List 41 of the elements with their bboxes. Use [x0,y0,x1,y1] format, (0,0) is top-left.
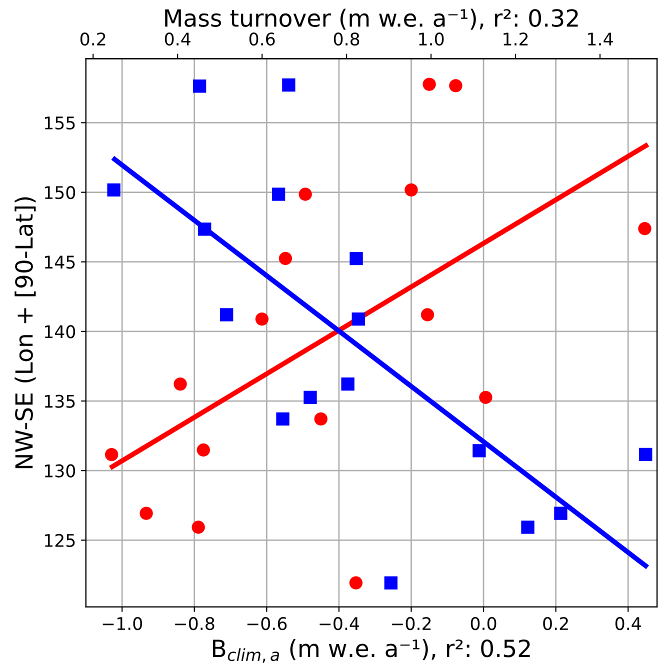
point [420,308,434,322]
x2-axis-title: Mass turnover (m w.e. a⁻¹), r²: 0.32 [165,8,578,30]
x-tick-label: −1.0 [102,617,142,630]
x-tick-label: −0.4 [320,617,360,630]
point [278,252,292,266]
x-tick-label: 0.2 [543,617,568,630]
point [140,506,153,520]
x2-tick-label: 0.6 [249,32,275,46]
point [196,443,210,457]
point [422,78,436,91]
x-tick-label: 0.4 [615,617,641,630]
point [255,312,269,326]
point [298,188,312,201]
y-tick-label: 150 [44,186,76,200]
y-tick-label: 125 [44,534,75,548]
x-tick-label: −0.2 [392,617,431,630]
point [449,79,462,92]
point [404,183,418,197]
x-axis-title: B$_{clim,a}$ (m w.e. a⁻¹), r²: 0.52 [213,639,530,663]
y-axis-title: NW-SE (Lon + [90-Lat]) [14,197,36,468]
point [174,377,187,391]
point [349,576,363,590]
x-tick-label: 0.0 [470,617,496,630]
point [105,448,118,462]
x-tick-label: −0.8 [175,617,214,630]
point [314,412,328,426]
x-tick-label: −0.6 [247,617,287,630]
point [638,222,652,236]
x2-tick-label: 1.4 [588,32,613,46]
y-tick-label: 130 [44,464,76,478]
x2-tick-label: 1.2 [504,32,528,46]
x2-tick-label: 0.4 [164,32,190,46]
x2-tick-label: 1.0 [419,32,444,46]
point [479,390,492,404]
y-tick-label: 140 [44,325,76,338]
y-tick-label: 155 [44,116,75,130]
x2-tick-label: 0.8 [334,32,360,46]
point [192,520,205,534]
y-tick-label: 135 [44,394,75,408]
x2-tick-label: 0.2 [80,32,106,46]
y-tick-label: 145 [44,256,75,269]
